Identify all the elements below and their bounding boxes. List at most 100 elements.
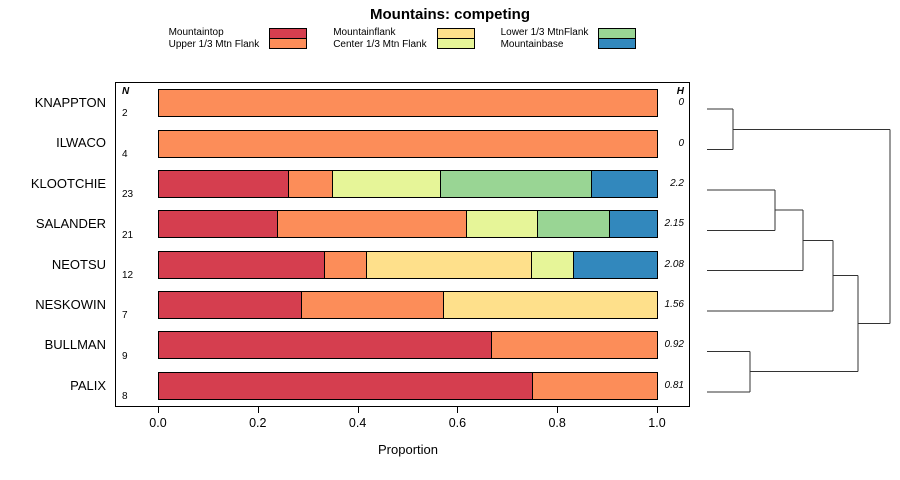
bar-row: 23 2.2 xyxy=(116,164,689,204)
h-value: 2.2 xyxy=(670,177,684,189)
bar-row: 7 1.56 xyxy=(116,285,689,325)
bar-segment xyxy=(532,372,657,399)
legend-group: Mountainflank Center 1/3 Mtn Flank xyxy=(333,27,475,51)
bar-segment xyxy=(159,332,492,359)
stacked-bar xyxy=(158,129,658,158)
h-value: 2.08 xyxy=(664,258,684,270)
legend-label: Upper 1/3 Mtn Flank xyxy=(168,39,260,50)
legend-swatches xyxy=(269,28,308,49)
legend-swatch xyxy=(436,38,475,49)
bar-segment xyxy=(441,170,593,197)
plot-box: N H 2 0 4 0 23 2.2 21 2.15 12 2.08 7 1.56 9 0.92 8 0.81 xyxy=(115,82,690,407)
row-label: PALIX xyxy=(70,377,106,393)
n-value: 21 xyxy=(122,229,134,241)
bar-segment xyxy=(574,251,657,278)
h-value: 0.92 xyxy=(664,339,684,351)
n-value: 8 xyxy=(122,391,128,402)
dendrogram xyxy=(707,108,891,393)
n-column-header: N xyxy=(122,86,130,97)
x-axis-tick-label: 0.8 xyxy=(548,416,566,430)
bar-segment xyxy=(159,90,657,117)
bar-segment xyxy=(159,372,533,399)
x-axis-tick-label: 1.0 xyxy=(648,416,666,430)
legend-label: Mountaintop xyxy=(168,27,224,38)
bar-segment xyxy=(592,170,657,197)
x-axis-tick xyxy=(158,407,159,413)
bar-segment xyxy=(538,211,611,238)
h-value: 0 xyxy=(678,97,684,109)
x-axis-tick xyxy=(357,407,359,413)
bar-segment xyxy=(491,332,657,359)
legend-swatches xyxy=(598,28,637,49)
stacked-bar xyxy=(158,331,658,360)
stacked-bar xyxy=(158,210,658,239)
x-axis-tick-label: 0.6 xyxy=(448,416,467,430)
legend-group: Mountaintop Upper 1/3 Mtn Flank xyxy=(169,27,308,51)
legend-labels: Lower 1/3 MtnFlank Mountainbase xyxy=(501,27,589,51)
stacked-bar xyxy=(158,169,658,198)
bar-segment xyxy=(159,170,289,197)
bar-row: 9 0.92 xyxy=(116,325,689,365)
bar-segment xyxy=(532,251,574,278)
row-label: NESKOWIN xyxy=(35,296,106,312)
x-axis-label: Proportion xyxy=(378,442,438,457)
bar-row: 8 0.81 xyxy=(116,366,689,406)
bar-segment xyxy=(159,251,325,278)
stacked-bar xyxy=(158,250,658,279)
legend: Mountaintop Upper 1/3 Mtn Flank Mountainfl… xyxy=(115,27,690,51)
h-value: 1.56 xyxy=(664,299,684,311)
legend-label: Center 1/3 Mtn Flank xyxy=(333,39,427,50)
bar-segment xyxy=(159,211,278,238)
legend-label: Mountainbase xyxy=(500,39,564,50)
x-axis-tick-label: 0.0 xyxy=(149,416,167,430)
h-value: 0.81 xyxy=(664,379,684,391)
n-value: 12 xyxy=(122,269,134,281)
row-label: BULLMAN xyxy=(44,337,106,353)
row-label: KLOOTCHIE xyxy=(30,175,106,191)
legend-label: Mountainflank xyxy=(333,27,396,38)
h-value: 0 xyxy=(678,137,684,149)
legend-swatches xyxy=(436,28,475,49)
n-value: 9 xyxy=(122,350,128,362)
bar-segment xyxy=(332,170,442,197)
bar-segment xyxy=(277,211,467,238)
h-value: 2.15 xyxy=(664,218,684,230)
x-axis-tick xyxy=(457,407,459,413)
stacked-bar xyxy=(158,89,658,118)
bar-row: 12 2.08 xyxy=(116,245,689,285)
n-value: 7 xyxy=(122,310,128,322)
bar-segment xyxy=(610,211,658,238)
x-axis-tick xyxy=(557,407,559,413)
row-label: KNAPPTON xyxy=(34,95,106,110)
legend-labels: Mountainflank Center 1/3 Mtn Flank xyxy=(333,27,426,51)
x-axis-tick xyxy=(257,407,259,413)
h-column-header: H xyxy=(676,86,684,97)
row-label: SALANDER xyxy=(35,216,106,232)
row-label: ILWACO xyxy=(56,135,106,151)
n-value: 4 xyxy=(122,148,128,160)
legend-swatch xyxy=(598,38,637,49)
bar-segment xyxy=(301,292,445,319)
bar-segment xyxy=(159,292,302,319)
bar-segment xyxy=(288,170,333,197)
n-value: 23 xyxy=(122,189,134,201)
legend-label: Lower 1/3 MtnFlank xyxy=(500,27,589,38)
legend-swatch xyxy=(269,38,308,49)
bar-row: 21 2.15 xyxy=(116,204,689,244)
bar-segment xyxy=(159,130,657,157)
stacked-bar xyxy=(158,291,658,320)
n-value: 2 xyxy=(122,108,128,120)
bar-segment xyxy=(324,251,367,278)
x-axis-tick xyxy=(657,407,658,413)
row-label: NEOTSU xyxy=(51,256,106,272)
legend-labels: Mountaintop Upper 1/3 Mtn Flank xyxy=(169,27,260,51)
chart-title: Mountains: competing xyxy=(370,6,530,23)
bar-segment xyxy=(444,292,658,319)
stacked-bar xyxy=(158,371,658,400)
bar-segment xyxy=(366,251,532,278)
bar-segment xyxy=(466,211,539,238)
x-axis-tick-label: 0.4 xyxy=(348,416,367,430)
